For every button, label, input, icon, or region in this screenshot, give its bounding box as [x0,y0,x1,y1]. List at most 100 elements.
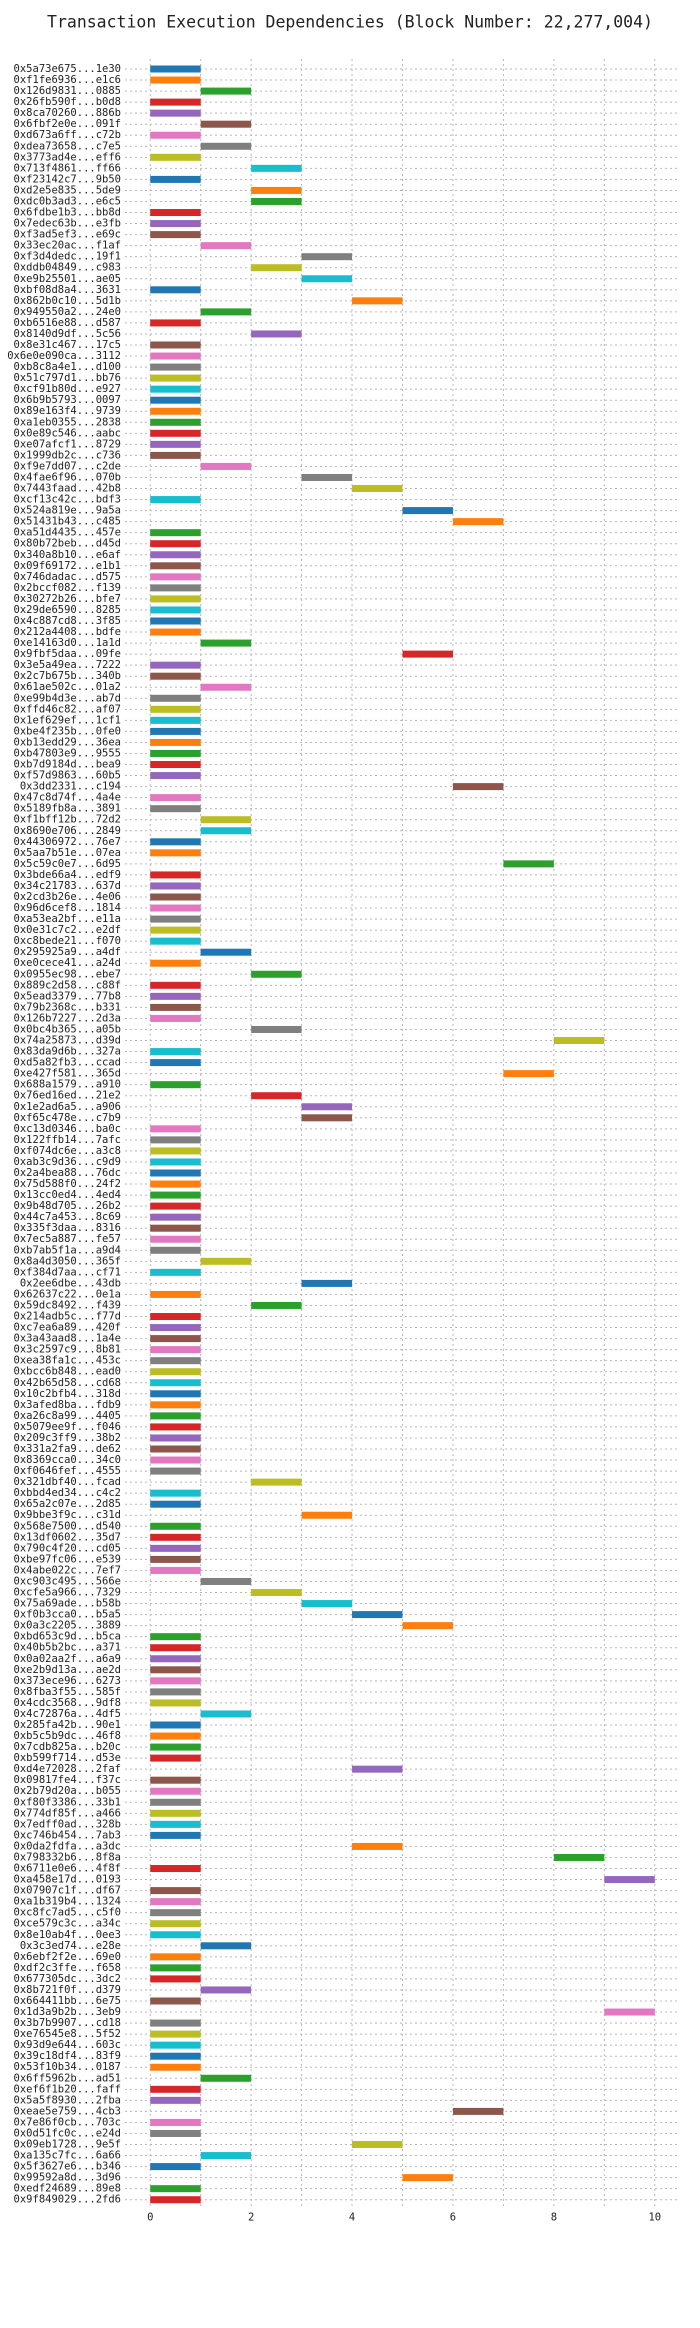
bar [150,65,201,73]
bar [150,617,201,625]
bar [150,220,201,228]
bar [150,341,201,349]
y-tick-label: 0x76ed16ed...21e2 [14,1090,121,1102]
bar [150,915,201,923]
y-tick-label: 0xa51d4435...457e [14,527,121,539]
y-tick-label: 0x5079ee9f...f046 [14,1421,121,1433]
bar [150,838,201,846]
y-tick-label: 0x6fbf2e0e...091f [14,118,121,130]
bar [150,584,201,592]
y-tick-label: 0x2b79d20a...b055 [14,1785,121,1797]
bar [251,1025,302,1033]
bar [150,440,201,448]
bar [150,1158,201,1166]
y-tick-label: 0xc746b454...7ab3 [14,1829,121,1841]
y-tick-label: 0x9f849029...2fd6 [14,2194,121,2206]
y-tick-label: 0x1ef629ef...1cf1 [14,714,121,726]
bar [150,319,201,327]
bar [150,595,201,603]
bar [150,2196,201,2204]
bar [352,1611,403,1619]
y-tick-label: 0xd5a82fb3...ccad [14,1057,121,1069]
y-tick-label: 0x3b7b9907...cd18 [14,2017,121,2029]
y-tick-label: 0x2bccf082...f139 [14,582,121,594]
bar [150,1887,201,1895]
bar [150,1743,201,1751]
bar [604,2008,655,2016]
y-tick-label: 0x8140d9df...5c56 [14,328,121,340]
y-tick-label: 0x7edec63b...e3fb [14,218,121,230]
bar [301,1103,353,1111]
y-tick-label: 0x09eb1728...9e5f [14,2139,121,2151]
y-tick-label: 0xa458e17d...0193 [14,1874,121,1886]
y-tick-label: 0x30272b26...bfe7 [14,593,121,605]
y-tick-label: 0x0d51fc0c...e24d [14,2127,121,2139]
y-tick-label: 0x89e163f4...9739 [14,405,121,417]
bar [150,153,201,161]
bar [150,761,201,769]
y-tick-label: 0x40b5b2bc...a371 [14,1642,121,1654]
bar [301,275,353,283]
y-tick-label: 0xf3ad5ef3...e69c [14,229,121,241]
bar [402,2174,453,2182]
bar [150,1268,201,1276]
y-tick-label: 0x8690e706...2849 [14,825,121,837]
bar [150,407,201,415]
y-tick-label: 0xb47803e9...9555 [14,747,121,759]
bar [200,1257,252,1265]
y-tick-label: 0x321dbf40...fcad [14,1476,121,1488]
bar [251,1589,302,1597]
bar [150,496,201,504]
bar [150,1655,201,1663]
bar [150,551,201,559]
y-tick-label: 0x3afed8ba...fdb9 [14,1399,121,1411]
y-tick-label: 0x4c887cd8...3f85 [14,615,121,627]
bar [301,253,353,261]
y-tick-label: 0xffd46c82...af07 [14,703,121,715]
bar [150,1213,201,1221]
bar [150,1434,201,1442]
y-tick-label: 0xdc0b3ad3...e6c5 [14,195,121,207]
bar [150,1975,201,1983]
bar [402,1622,453,1630]
bar [150,76,201,84]
y-tick-label: 0xbbd4ed34...c4c2 [14,1487,121,1499]
y-tick-label: 0xd673a6ff...c72b [14,129,121,141]
y-tick-label: 0xa26c8a99...4405 [14,1410,121,1422]
bar [150,363,201,371]
y-tick-label: 0x61ae502c...01a2 [14,681,121,693]
y-tick-label: 0xe99b4d3e...ab7d [14,692,121,704]
y-tick-label: 0xf384d7aa...cf71 [14,1266,121,1278]
y-tick-label: 0xd2e5e835...5de9 [14,184,121,196]
y-tick-label: 0x2ee6dbe...43db [20,1277,121,1289]
y-tick-label: 0x8369cca0...34c0 [14,1454,121,1466]
y-tick-label: 0x6b9b5793...0097 [14,394,121,406]
bar [251,186,302,194]
y-tick-label: 0xa1eb0355...2838 [14,416,121,428]
bar [352,2141,403,2149]
y-tick-label: 0x8e10ab4f...0ee3 [14,1929,121,1941]
y-tick-label: 0x5189fb8a...3891 [14,803,121,815]
y-tick-label: 0x62637c22...0e1a [14,1288,121,1300]
y-tick-label: 0x126b7227...2d3a [14,1012,121,1024]
bar [150,2052,201,2060]
y-tick-label: 0xe07afcf1...8729 [14,438,121,450]
bar [150,562,201,570]
bar [150,749,201,757]
y-tick-label: 0xf0646fef...4555 [14,1465,121,1477]
bar [150,529,201,537]
bar [150,98,201,106]
y-tick-label: 0xf1fe6936...e1c6 [14,74,121,86]
y-tick-label: 0x949550a2...24e0 [14,306,121,318]
y-tick-label: 0x1999db2c...c736 [14,449,121,461]
y-tick-label: 0x39c18df4...83f9 [14,2050,121,2062]
bar [150,1290,201,1298]
y-tick-label: 0x51431b43...c485 [14,516,121,528]
y-tick-label: 0x4cdc3568...9df8 [14,1697,121,1709]
bar [150,2019,201,2027]
bar [150,1820,201,1828]
bar [150,1081,201,1089]
bar [200,308,252,316]
bar [150,1401,201,1409]
y-tick-label: 0x568e7500...d540 [14,1520,121,1532]
